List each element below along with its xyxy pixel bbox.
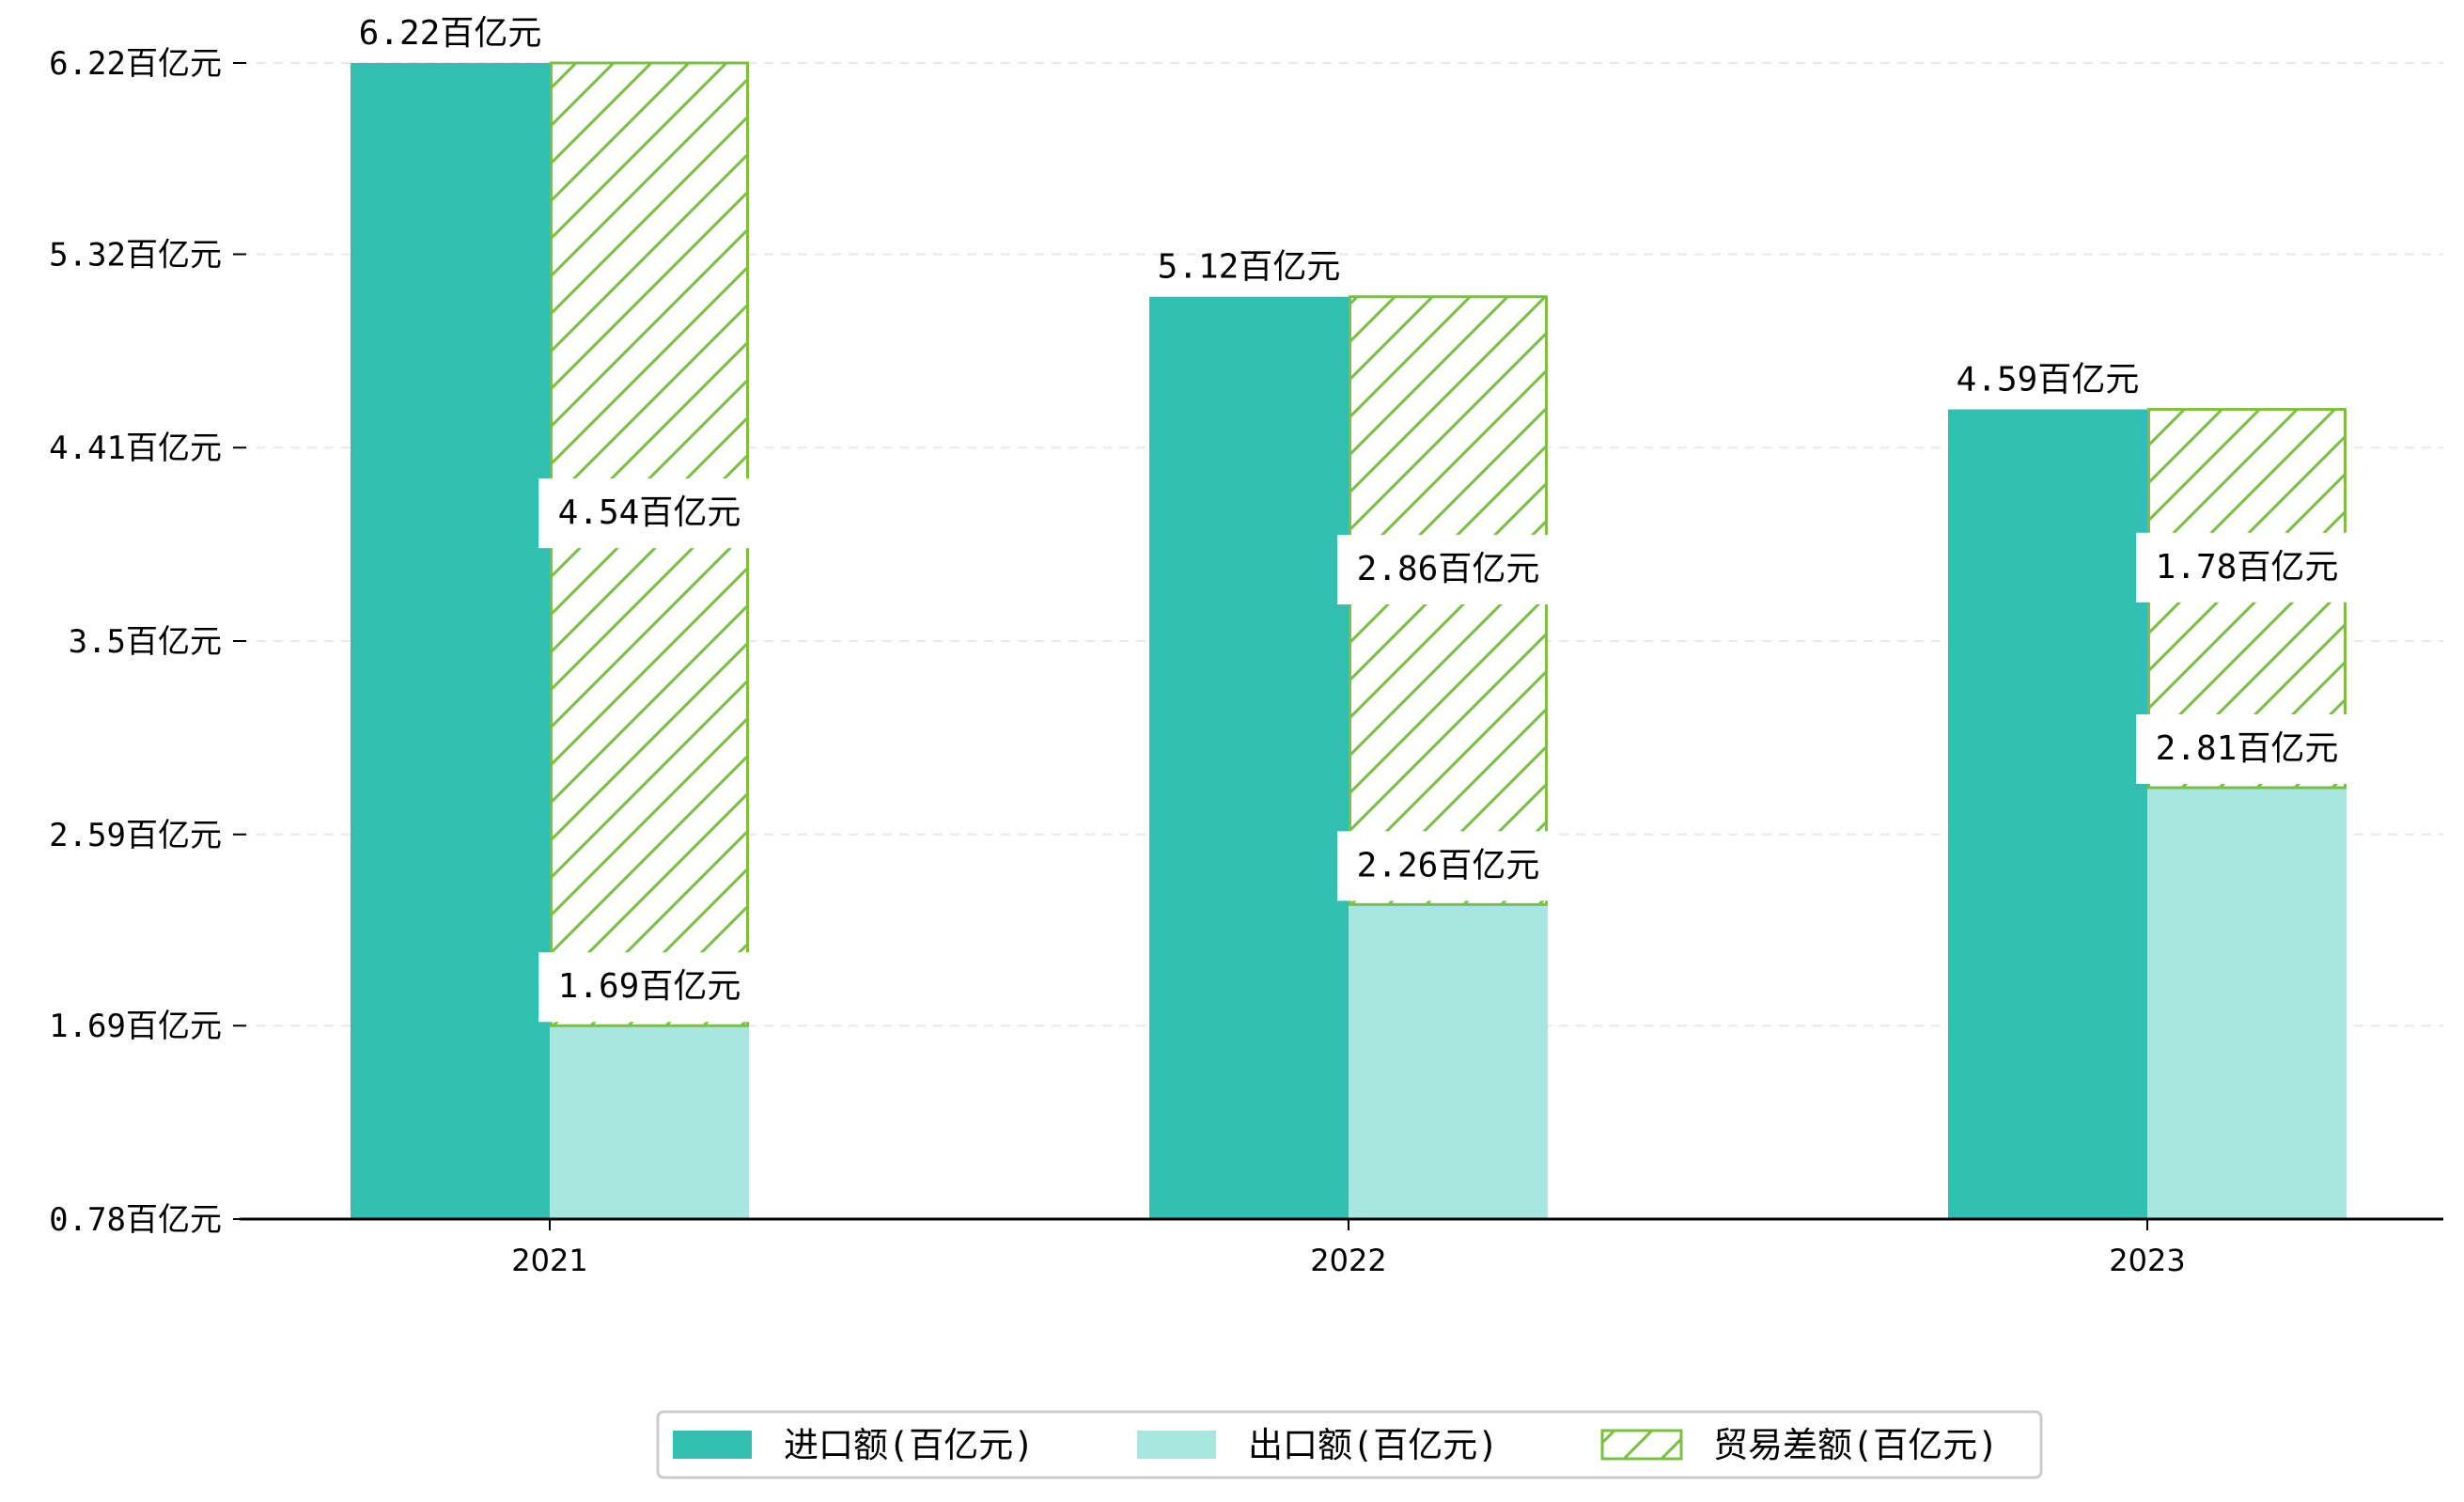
x-tick-label: 2021 bbox=[511, 1243, 587, 1278]
legend-swatch bbox=[1137, 1431, 1216, 1459]
data-label: 1.69百亿元 bbox=[558, 967, 741, 1006]
data-labels: 6.22百亿元 1.69百亿元 4.54百亿元 5.12百亿元 2.26百亿元 2.86百… bbox=[359, 14, 2358, 1023]
legend-swatch bbox=[1600, 1429, 1683, 1461]
y-tick-label: 5.32百亿元 bbox=[49, 236, 222, 274]
x-tick-label: 2022 bbox=[1310, 1243, 1386, 1278]
import-bar bbox=[1948, 409, 2147, 1219]
data-label-bg bbox=[538, 478, 760, 549]
data-label-bg bbox=[1337, 535, 1559, 605]
legend-swatch bbox=[673, 1431, 752, 1459]
y-tick-label: 4.41百亿元 bbox=[49, 430, 222, 467]
data-label: 2.81百亿元 bbox=[2156, 729, 2339, 768]
export-bar bbox=[2147, 788, 2347, 1219]
data-label-bg bbox=[1337, 831, 1559, 901]
y-tick-label: 0.78百亿元 bbox=[49, 1201, 222, 1239]
data-label-bg bbox=[2136, 714, 2358, 785]
legend: 进口额(百亿元) 出口额(百亿元) 贸易差额(百亿元) bbox=[656, 1410, 2043, 1479]
legend-label: 进口额(百亿元) bbox=[784, 1425, 1035, 1465]
legend-label: 贸易差额(百亿元) bbox=[1713, 1425, 1999, 1465]
axes: 0.78百亿元 1.69百亿元 2.59百亿元 3.5百亿元 4.41百亿元 5.32百亿… bbox=[49, 45, 2443, 1278]
legend-label: 出口额(百亿元) bbox=[1248, 1425, 1499, 1465]
import-bar bbox=[1149, 296, 1349, 1219]
data-label-bg bbox=[538, 952, 760, 1023]
y-tick-label: 1.69百亿元 bbox=[49, 1008, 222, 1045]
data-label: 4.59百亿元 bbox=[1957, 361, 2140, 399]
data-label-bg bbox=[2136, 532, 2358, 602]
legend-box bbox=[656, 1410, 2043, 1479]
import-bar bbox=[351, 63, 550, 1219]
y-tick-label: 6.22百亿元 bbox=[49, 45, 222, 83]
export-bar bbox=[550, 1025, 749, 1219]
y-tick-label: 2.59百亿元 bbox=[49, 817, 222, 854]
data-label: 6.22百亿元 bbox=[359, 14, 542, 53]
data-label: 2.86百亿元 bbox=[1357, 550, 1540, 588]
bars bbox=[351, 61, 2347, 1219]
data-label: 1.78百亿元 bbox=[2156, 548, 2339, 587]
export-bar bbox=[1349, 904, 1548, 1219]
x-tick-label: 2023 bbox=[2109, 1243, 2185, 1278]
data-label: 4.54百亿元 bbox=[558, 493, 741, 532]
data-label: 5.12百亿元 bbox=[1158, 248, 1341, 287]
y-tick-label: 3.5百亿元 bbox=[69, 623, 222, 661]
data-label: 2.26百亿元 bbox=[1357, 846, 1540, 884]
